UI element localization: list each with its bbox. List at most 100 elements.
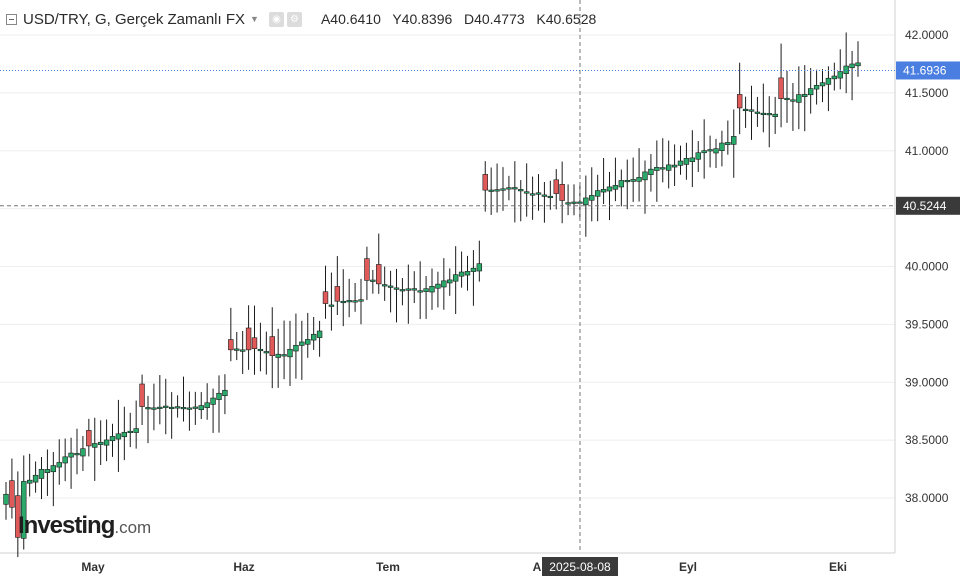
candle-up [263,351,270,354]
candle-up [790,99,796,102]
candle-up [405,288,412,291]
candle-up [305,339,311,345]
candle-up [825,77,832,85]
candle-up [589,195,595,201]
settings-icon[interactable]: ⚙ [286,11,302,27]
candle-up [68,452,74,458]
close-label: K [536,11,546,27]
open-value: 40.6410 [330,11,381,27]
candle-down [736,94,743,109]
candle-up [512,187,518,190]
candle-up [523,191,530,194]
candle-up [346,300,352,303]
candle-up [447,279,453,284]
x-tick-label: Eki [829,560,847,574]
eye-icon[interactable]: ◉ [268,11,284,27]
candle-down [334,286,341,302]
investing-logo: Investing.com [18,512,152,539]
candle-down [228,339,234,351]
candle-up [594,190,601,197]
candle-up [32,474,39,483]
y-tick-label: 38.5000 [905,433,949,447]
candle-up [541,194,548,197]
candle-up [163,405,169,408]
candle-up [275,353,281,358]
candle-up [748,109,755,112]
candle-up [151,407,157,410]
candle-up [103,439,110,446]
candle-up [731,136,737,145]
candle-up [92,443,98,448]
candle-up [287,348,293,358]
candle-up [671,164,678,168]
candle-up [257,348,264,352]
high-value: 40.8396 [401,11,453,27]
candle-down [553,179,559,194]
candle-up [742,108,749,112]
candle-up [636,177,642,182]
x-tick-label: A [533,560,542,574]
candle-up [707,149,713,152]
candle-up [600,188,607,193]
candle-up [44,469,51,473]
candle-up [216,392,222,400]
candle-up [654,167,660,171]
chevron-down-icon[interactable]: ▼ [250,14,259,24]
candle-up [506,187,512,190]
candle-up [660,167,666,170]
candle-up [180,407,187,410]
candle-up [127,430,133,433]
candle-down [86,430,92,447]
candle-up [417,290,423,293]
candle-up [299,341,305,346]
candle-up [843,65,849,74]
y-tick-label: 40.0000 [905,260,949,274]
crosshair-date-badge [542,557,618,576]
candle-up [713,148,719,154]
chart-legend: USD/TRY, G, Gerçek Zamanlı FX ▼ ◉ ⚙ A40.… [6,9,596,29]
candle-up [766,113,772,116]
candle-up [464,271,471,276]
candle-up [352,300,358,303]
current-price-label: 41.6936 [903,63,947,77]
candle-up [476,263,483,272]
candle-up [695,152,701,160]
candle-up [719,142,725,151]
candle-up [239,349,246,352]
candle-up [796,94,802,103]
candle-up [21,481,27,539]
candle-up [310,333,317,341]
candle-up [689,157,696,162]
candle-up [494,189,500,192]
candle-up [328,304,335,307]
candle-up [452,274,459,282]
candle-up [630,179,636,182]
y-tick-label: 41.0000 [905,144,949,158]
candle-up [831,75,838,80]
x-tick-label: Tem [376,560,400,574]
candle-up [234,348,240,351]
candle-up [281,354,287,357]
candle-up [677,160,684,166]
collapse-legend-icon[interactable] [6,13,17,25]
candle-up [701,150,707,154]
candle-up [583,197,589,206]
candle-up [648,168,654,175]
candle-up [38,469,45,479]
candle-up [642,171,648,181]
y-tick-label: 42.0000 [905,28,949,42]
candle-up [837,71,843,79]
candle-up [26,479,33,484]
candle-down [778,77,784,99]
candle-up [80,448,86,457]
candle-down [482,174,488,191]
candle-down [322,291,329,304]
candle-up [204,402,210,409]
candle-up [802,94,808,97]
candle-up [760,112,767,115]
candle-up [168,406,175,410]
candle-up [50,465,57,473]
candle-down [269,336,275,356]
candle-up [547,195,554,199]
